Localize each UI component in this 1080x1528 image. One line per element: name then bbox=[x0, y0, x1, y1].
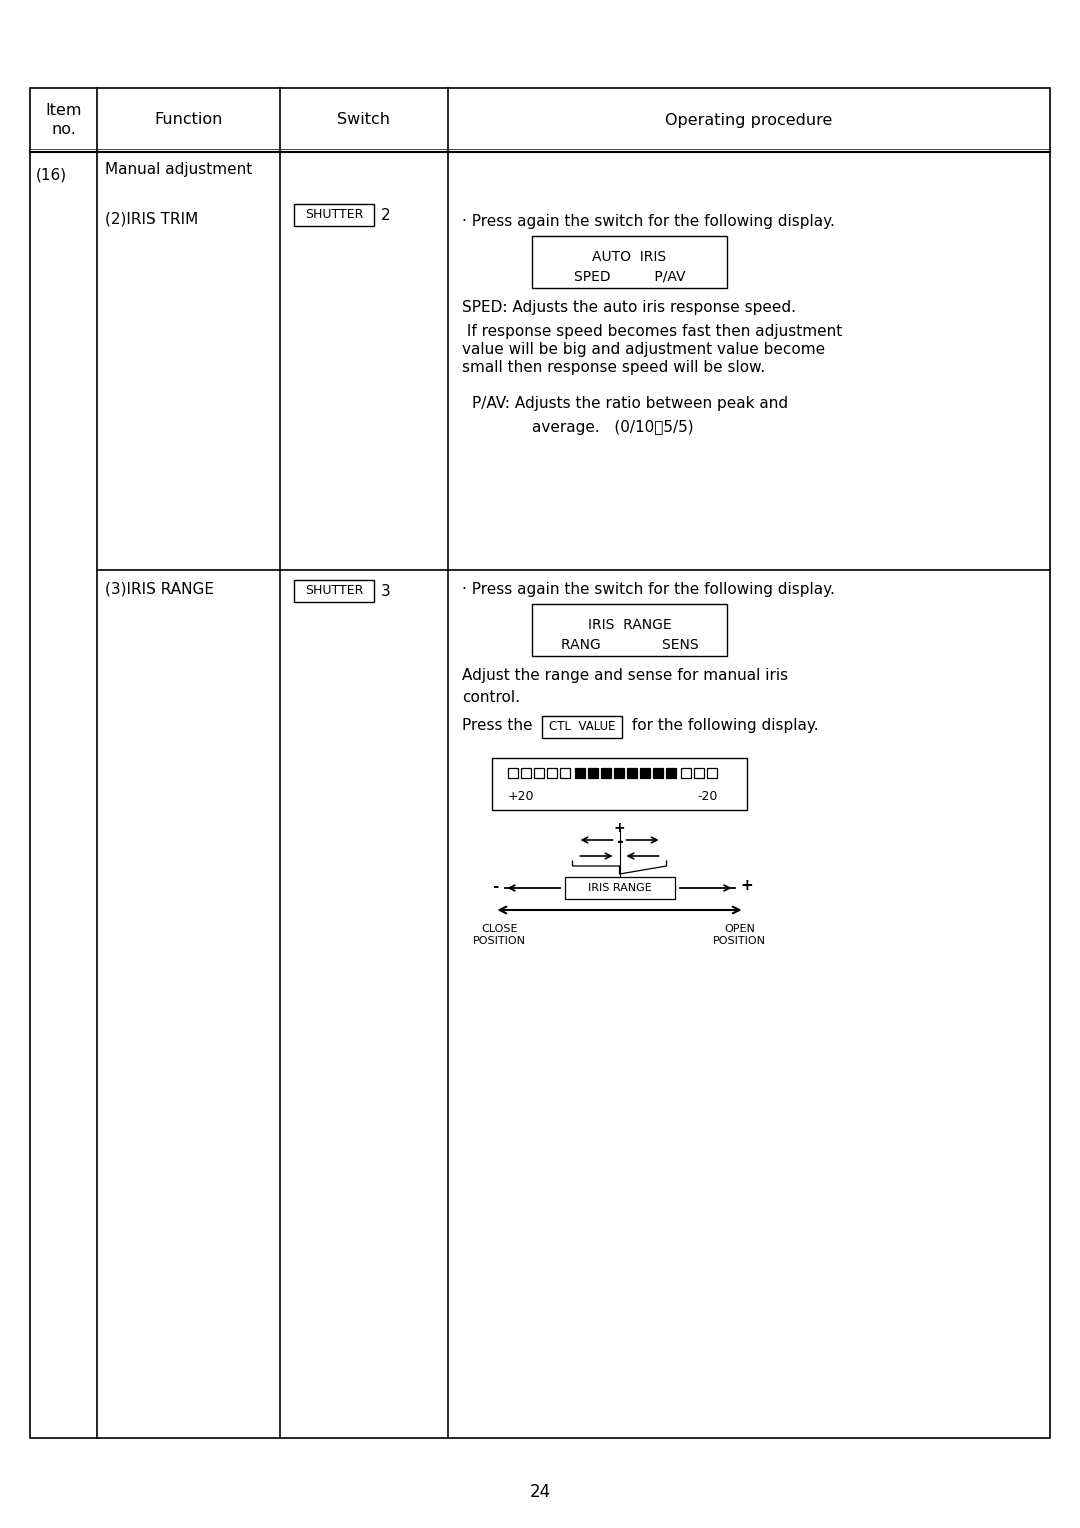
Bar bbox=[575, 769, 585, 778]
Text: -: - bbox=[616, 833, 623, 851]
Bar bbox=[294, 205, 374, 226]
Bar bbox=[653, 769, 663, 778]
Bar bbox=[588, 769, 598, 778]
Text: AUTO  IRIS: AUTO IRIS bbox=[593, 251, 666, 264]
Bar bbox=[546, 769, 557, 778]
Text: IRIS  RANGE: IRIS RANGE bbox=[588, 617, 672, 633]
Text: Function: Function bbox=[154, 113, 222, 127]
Text: small then response speed will be slow.: small then response speed will be slow. bbox=[462, 361, 765, 374]
Bar bbox=[534, 769, 544, 778]
Bar bbox=[561, 769, 570, 778]
Text: (16): (16) bbox=[36, 168, 67, 183]
Bar bbox=[707, 769, 717, 778]
Text: OPEN
POSITION: OPEN POSITION bbox=[713, 924, 766, 946]
Bar bbox=[565, 877, 675, 898]
Text: · Press again the switch for the following display.: · Press again the switch for the followi… bbox=[462, 582, 835, 597]
Text: (2)IRIS TRIM: (2)IRIS TRIM bbox=[105, 212, 199, 228]
Text: IRIS RANGE: IRIS RANGE bbox=[588, 883, 651, 892]
Bar bbox=[666, 769, 676, 778]
Text: control.: control. bbox=[462, 691, 519, 704]
Text: -: - bbox=[492, 879, 499, 894]
Text: SPED          P/AV: SPED P/AV bbox=[573, 270, 685, 284]
Text: 24: 24 bbox=[529, 1484, 551, 1500]
Text: If response speed becomes fast then adjustment: If response speed becomes fast then adju… bbox=[462, 324, 842, 339]
Text: · Press again the switch for the following display.: · Press again the switch for the followi… bbox=[462, 214, 835, 229]
Text: (3)IRIS RANGE: (3)IRIS RANGE bbox=[105, 582, 214, 597]
Text: Item
no.: Item no. bbox=[45, 104, 82, 138]
Text: Adjust the range and sense for manual iris: Adjust the range and sense for manual ir… bbox=[462, 668, 788, 683]
Bar bbox=[532, 235, 727, 287]
Bar bbox=[532, 604, 727, 656]
Text: for the following display.: for the following display. bbox=[627, 718, 819, 733]
Text: -20: -20 bbox=[698, 790, 718, 804]
Text: +: + bbox=[613, 821, 625, 834]
Bar bbox=[615, 769, 624, 778]
Bar bbox=[542, 717, 622, 738]
Text: SHUTTER: SHUTTER bbox=[305, 208, 363, 222]
Bar bbox=[492, 758, 747, 810]
Bar bbox=[600, 769, 611, 778]
Text: Press the: Press the bbox=[462, 718, 532, 733]
Text: SHUTTER: SHUTTER bbox=[305, 585, 363, 597]
Text: 2: 2 bbox=[381, 208, 391, 223]
Text: CLOSE
POSITION: CLOSE POSITION bbox=[473, 924, 526, 946]
Text: RANG              SENS: RANG SENS bbox=[561, 639, 699, 652]
Text: SPED: Adjusts the auto iris response speed.: SPED: Adjusts the auto iris response spe… bbox=[462, 299, 796, 315]
Text: +: + bbox=[741, 879, 753, 894]
Text: average.   (0/10～5/5): average. (0/10～5/5) bbox=[532, 420, 693, 435]
Text: Switch: Switch bbox=[337, 113, 391, 127]
Text: +20: +20 bbox=[508, 790, 535, 804]
Bar bbox=[694, 769, 704, 778]
Text: Operating procedure: Operating procedure bbox=[665, 113, 833, 127]
Bar bbox=[521, 769, 531, 778]
Bar bbox=[627, 769, 637, 778]
Text: 3: 3 bbox=[381, 584, 391, 599]
Bar bbox=[508, 769, 518, 778]
Text: IRIS SENSE: IRIS SENSE bbox=[589, 888, 650, 898]
Text: P/AV: Adjusts the ratio between peak and: P/AV: Adjusts the ratio between peak and bbox=[472, 396, 788, 411]
Bar bbox=[30, 89, 1050, 1438]
Bar bbox=[294, 581, 374, 602]
Text: Manual adjustment: Manual adjustment bbox=[105, 162, 253, 177]
Text: value will be big and adjustment value become: value will be big and adjustment value b… bbox=[462, 342, 825, 358]
Bar bbox=[681, 769, 691, 778]
Text: CTL  VALUE: CTL VALUE bbox=[549, 721, 616, 733]
Bar bbox=[640, 769, 650, 778]
